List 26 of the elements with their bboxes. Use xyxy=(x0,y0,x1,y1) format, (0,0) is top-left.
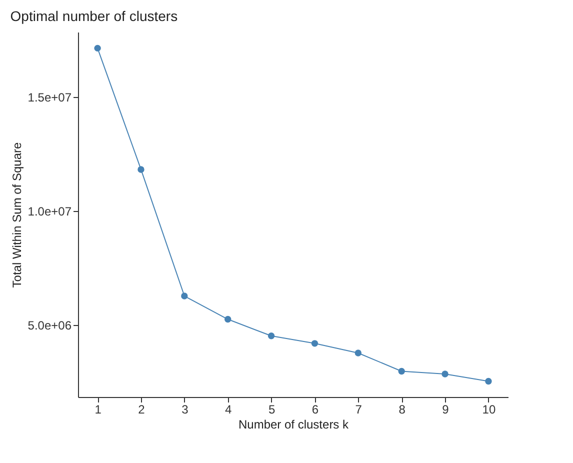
point xyxy=(138,166,144,173)
x-tick-label: 5 xyxy=(268,402,276,416)
point xyxy=(224,316,232,323)
x-tick-label: 3 xyxy=(182,402,189,416)
point xyxy=(354,350,362,356)
x-tick-label: 2 xyxy=(138,402,146,416)
point xyxy=(94,44,101,52)
y-tick-label: 1.5e+07 xyxy=(28,90,72,105)
x-tick-label: 10 xyxy=(482,402,496,416)
point xyxy=(485,378,492,385)
x-axis-title: Number of clusters k xyxy=(238,418,350,432)
point xyxy=(442,370,448,378)
chart-title: Optimal number of clusters xyxy=(10,8,178,24)
y-tick-label: 1.0e+07 xyxy=(28,204,72,219)
point xyxy=(398,368,405,375)
y-axis-title: Total Within Sum of Square xyxy=(10,142,24,288)
point xyxy=(268,332,275,340)
x-tick-label: 8 xyxy=(398,402,406,416)
point xyxy=(181,292,188,300)
x-tick-label: 1 xyxy=(94,402,102,416)
x-tick-label: 4 xyxy=(225,402,232,416)
y-tick-label: 5.0e+06 xyxy=(28,318,72,333)
point xyxy=(311,340,318,347)
x-tick-label: 7 xyxy=(355,402,362,416)
x-tick-label: 9 xyxy=(442,402,450,416)
x-tick-label: 6 xyxy=(312,402,319,416)
